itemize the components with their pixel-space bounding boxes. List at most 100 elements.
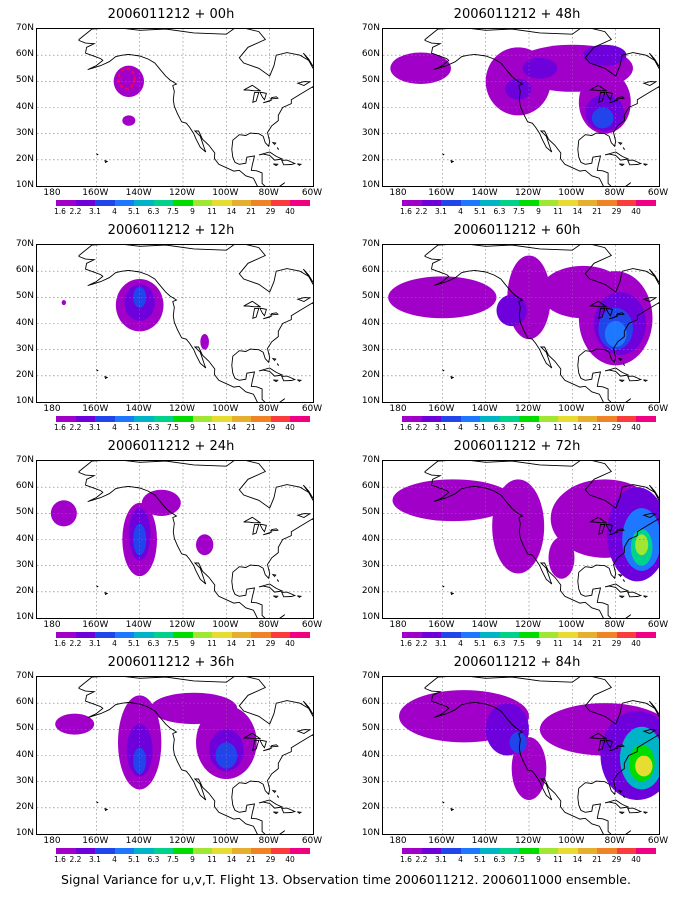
map-panel: 2006011212 + 36h 70N 60N 50N 40N 30N 20N 10N 180… xyxy=(6,654,336,872)
color-bar-swatch xyxy=(192,200,213,206)
color-bar-label: 1.6 xyxy=(54,639,66,648)
map-svg xyxy=(37,245,313,402)
coastline xyxy=(615,744,625,748)
color-bar-swatch xyxy=(153,632,174,638)
color-bar-swatch xyxy=(538,848,559,854)
lon-tick-label: 120W xyxy=(514,620,542,630)
color-bar-label: 7.5 xyxy=(167,639,179,648)
coastline xyxy=(271,141,277,146)
color-bar-label: 29 xyxy=(611,639,622,648)
lon-tick-label: 160W xyxy=(82,404,109,414)
lat-tick-label: 60N xyxy=(15,265,34,276)
coastline xyxy=(263,99,273,104)
color-bar-label: 7.5 xyxy=(513,423,525,432)
color-bar-label: 6.3 xyxy=(147,207,160,216)
color-bar-label: 40 xyxy=(285,855,295,864)
color-bar-label: 6.3 xyxy=(493,639,506,648)
coastline xyxy=(622,795,626,798)
variance-region xyxy=(122,115,136,126)
coastline xyxy=(276,795,280,798)
color-bar-label: 5.1 xyxy=(128,639,140,648)
coastline xyxy=(273,379,279,383)
lat-tick-label: 50N xyxy=(15,291,34,302)
coastline xyxy=(104,375,109,380)
lat-tick-label: 10N xyxy=(361,612,380,622)
map-panel: 2006011212 + 60h 70N 60N 50N 40N 30N 20N 10N 180… xyxy=(352,222,682,440)
color-bar-label: 2.2 xyxy=(415,423,428,432)
color-bar-label: 11 xyxy=(207,423,217,432)
color-bar-swatch xyxy=(636,200,656,206)
color-bar-swatch xyxy=(402,632,422,638)
color-bar-label: 29 xyxy=(265,855,276,864)
color-bar-label: 2.2 xyxy=(415,207,428,216)
coastline xyxy=(424,29,659,186)
color-bar-label: 29 xyxy=(611,207,622,216)
color-bar-label: 2.2 xyxy=(69,207,82,216)
color-bar-label: 7.5 xyxy=(513,207,525,216)
lat-tick-label: 60N xyxy=(15,49,34,60)
color-bar-label: 5.1 xyxy=(474,855,486,864)
coastline xyxy=(617,141,623,146)
color-bar-label: 21 xyxy=(246,639,256,648)
panel-title: 2006011212 + 24h xyxy=(107,439,235,454)
lat-tick-label: 50N xyxy=(15,723,34,734)
color-bar-swatch xyxy=(480,632,500,638)
color-bar-swatch xyxy=(402,200,422,206)
coastline xyxy=(243,516,262,524)
observation-contour xyxy=(117,67,136,90)
color-bar-swatch xyxy=(402,848,422,854)
color-bar-label: 40 xyxy=(631,639,641,648)
lon-tick-label: 180 xyxy=(389,620,407,630)
color-bar-label: 11 xyxy=(553,423,563,432)
color-bar-swatch xyxy=(134,848,154,854)
panel-title: 2006011212 + 72h xyxy=(453,439,581,454)
coastline xyxy=(622,363,626,366)
color-bar-swatch xyxy=(577,200,598,206)
color-bar-label: 21 xyxy=(246,855,256,864)
coastline xyxy=(648,484,659,499)
color-bar-label: 4 xyxy=(458,423,463,432)
coastline xyxy=(297,811,303,814)
color-bar-swatch xyxy=(270,200,291,206)
color-bar-swatch xyxy=(56,632,76,638)
coastline xyxy=(302,484,313,499)
lon-tick-label: 140W xyxy=(125,836,152,846)
color-bar-swatch xyxy=(212,632,232,638)
lat-tick-label: 50N xyxy=(361,723,380,734)
color-bar-label: 3.1 xyxy=(89,207,101,216)
coastline xyxy=(648,52,659,67)
color-bar-label: 9 xyxy=(536,207,541,216)
color-bar-label: 3.1 xyxy=(435,207,447,216)
coastline xyxy=(296,729,312,734)
lon-tick-label: 80W xyxy=(258,404,279,414)
lon-tick-label: 80W xyxy=(604,836,625,846)
color-bar-label: 6.3 xyxy=(493,855,506,864)
lon-tick-label: 180 xyxy=(389,404,407,414)
coastline xyxy=(642,729,658,734)
coastline xyxy=(627,807,643,814)
color-bar-swatch xyxy=(421,848,442,854)
color-bar-label: 7.5 xyxy=(167,423,179,432)
coastline xyxy=(615,528,625,532)
color-bar-swatch xyxy=(95,848,115,854)
color-bar-label: 40 xyxy=(285,639,295,648)
color-bar-label: 11 xyxy=(207,855,217,864)
lon-tick-label: 140W xyxy=(471,836,498,846)
color-bar-swatch xyxy=(173,632,193,638)
coastline xyxy=(609,315,619,320)
coastline xyxy=(269,744,279,748)
coastline xyxy=(273,163,279,167)
lat-tick-label: 70N xyxy=(361,455,380,465)
lat-tick-label: 10N xyxy=(15,396,34,406)
color-bar-label: 14 xyxy=(226,639,237,648)
color-bar-swatch xyxy=(616,416,637,422)
color-bar-label: 4 xyxy=(458,639,463,648)
coastline xyxy=(605,523,613,533)
coastline xyxy=(259,307,267,317)
lat-tick-label: 30N xyxy=(361,127,380,138)
lat-tick-label: 70N xyxy=(15,671,34,681)
coastline xyxy=(263,531,273,536)
coastline xyxy=(589,516,608,524)
coastline xyxy=(604,583,630,593)
color-bar-swatch xyxy=(421,632,442,638)
